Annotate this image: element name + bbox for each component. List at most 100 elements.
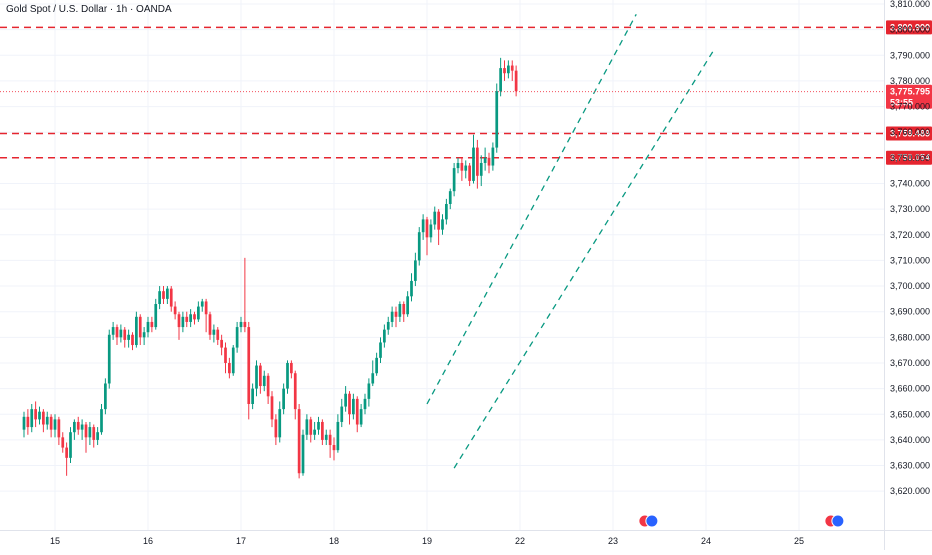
candle[interactable] [286,360,289,394]
candle[interactable] [476,139,479,189]
candle[interactable] [468,162,471,187]
candle[interactable] [45,411,49,430]
candle[interactable] [34,401,37,428]
candle[interactable] [417,227,421,266]
event-flag-icon[interactable] [638,514,659,528]
candle[interactable] [220,334,223,356]
candle[interactable] [262,370,266,392]
candle[interactable] [479,155,483,187]
candle[interactable] [309,416,313,443]
candle[interactable] [375,352,378,376]
candle[interactable] [441,214,444,235]
candle[interactable] [371,360,375,387]
candle[interactable] [499,57,502,97]
candle[interactable] [324,429,328,446]
candle[interactable] [352,393,355,420]
candle[interactable] [367,378,371,407]
candle[interactable] [119,324,123,343]
candle[interactable] [313,421,316,440]
candle[interactable] [150,316,154,333]
candle[interactable] [359,404,363,428]
candle[interactable] [507,60,510,79]
candle[interactable] [169,286,173,312]
candle[interactable] [80,419,84,440]
candle[interactable] [278,401,282,443]
candle[interactable] [115,324,119,346]
candle[interactable] [104,378,107,415]
candle[interactable] [239,316,243,333]
candle[interactable] [290,360,293,379]
candle[interactable] [390,306,394,328]
candle[interactable] [166,286,169,304]
candle[interactable] [460,157,464,181]
channel-line-upper[interactable] [426,13,637,405]
candle[interactable] [138,314,142,346]
candle[interactable] [340,398,344,428]
candle[interactable] [328,429,332,458]
candle[interactable] [472,134,475,184]
candle[interactable] [76,416,80,435]
candle[interactable] [363,393,367,415]
candle[interactable] [445,198,448,225]
channel-line-lower[interactable] [453,49,715,469]
candle[interactable] [243,257,247,333]
candle[interactable] [255,360,258,397]
candle[interactable] [53,414,57,438]
candle[interactable] [336,414,340,453]
candle[interactable] [452,162,456,197]
candle[interactable] [433,206,437,230]
candle[interactable] [406,291,409,317]
candle[interactable] [96,427,99,446]
candle[interactable] [282,383,285,415]
candle[interactable] [177,311,181,340]
candle[interactable] [410,273,413,302]
candle[interactable] [197,301,200,322]
candle[interactable] [181,311,185,333]
candle[interactable] [193,311,196,325]
candle[interactable] [100,404,103,435]
candle[interactable] [204,298,208,333]
candle[interactable] [107,329,111,389]
candle[interactable] [69,427,72,463]
candle[interactable] [270,391,274,428]
candle[interactable] [510,60,514,81]
candle[interactable] [483,147,487,171]
candle[interactable] [448,188,452,210]
candle[interactable] [379,337,382,363]
candle[interactable] [437,209,440,246]
candle[interactable] [57,416,61,446]
candle[interactable] [421,214,425,240]
candle[interactable] [162,286,165,304]
candle[interactable] [425,216,429,256]
candle[interactable] [73,419,76,440]
candle[interactable] [503,60,506,81]
candle[interactable] [394,306,398,328]
candle[interactable] [514,65,518,97]
candle[interactable] [429,219,433,243]
candle[interactable] [127,329,130,348]
candle[interactable] [216,327,220,346]
candle[interactable] [231,345,235,376]
candle[interactable] [293,370,297,420]
candle[interactable] [30,404,34,433]
candle[interactable] [402,301,406,322]
candle[interactable] [65,442,68,476]
candle[interactable] [224,342,227,374]
candle[interactable] [189,309,192,328]
candle[interactable] [84,421,88,453]
candle[interactable] [111,321,115,340]
candle[interactable] [305,414,309,440]
event-flag-icon[interactable] [824,514,845,528]
candle[interactable] [259,362,262,394]
candle[interactable] [212,324,216,343]
candle[interactable] [92,424,96,448]
candle[interactable] [383,324,386,348]
candle[interactable] [61,432,65,453]
candle[interactable] [146,316,150,338]
candle[interactable] [348,391,351,425]
candle[interactable] [266,373,270,404]
candle[interactable] [301,429,305,476]
candle[interactable] [200,298,204,312]
